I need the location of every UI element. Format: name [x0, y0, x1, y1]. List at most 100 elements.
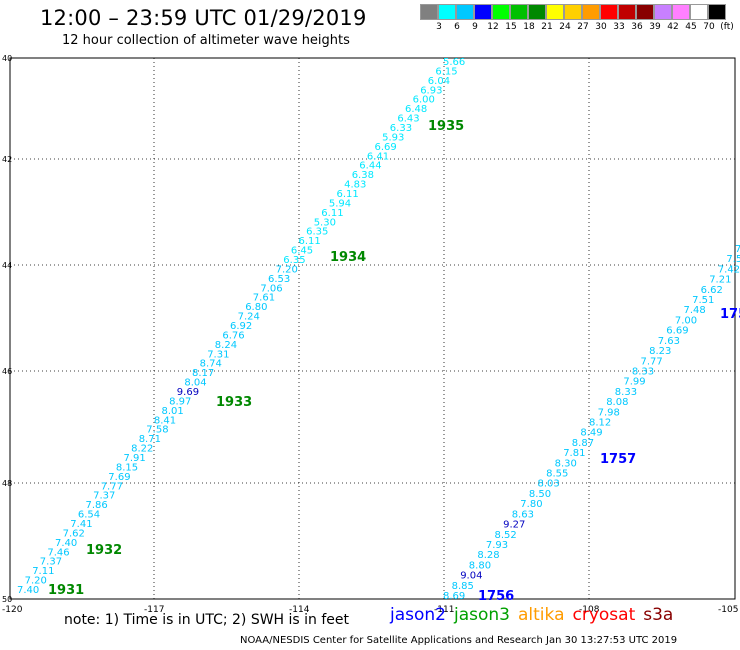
wave-height-value: 6.44 [359, 161, 381, 172]
wave-height-value: 7.06 [260, 283, 282, 294]
scale-swatch [456, 4, 474, 20]
wave-height-value: 8.49 [580, 428, 602, 439]
wave-height-value: 8.55 [546, 469, 568, 480]
wave-height-value: 7.51 [692, 295, 714, 306]
longitude-labels: -120 -117 -114 -111 -108 -105 [2, 605, 738, 615]
map-subtitle: 12 hour collection of altimeter wave hei… [62, 33, 350, 48]
pass-time-labels: 1931 1932 1933 1934 1935 1756 1757 175 [48, 119, 740, 604]
scale-label: 45 [685, 22, 697, 32]
pass-time-label: 175 [720, 307, 740, 322]
wave-height-value: 7.48 [684, 305, 706, 316]
east-track: 8.698.859.048.808.287.938.529.278.637.80… [443, 244, 740, 602]
wave-height-value: 7.57 [726, 254, 740, 265]
wave-height-value: 6.92 [230, 321, 252, 332]
longitude-label: -117 [144, 605, 164, 615]
wave-height-value: 6.41 [367, 151, 389, 162]
wave-height-value: 7.58 [146, 425, 168, 436]
scale-swatch [510, 4, 528, 20]
wave-height-value: 7.98 [598, 407, 620, 418]
scale-swatch [672, 4, 690, 20]
wave-height-value: 6.76 [222, 330, 244, 341]
wave-height-value: 7.37 [93, 491, 115, 502]
scale-label: 15 [505, 22, 517, 32]
legend-altika: altika [518, 605, 565, 625]
legend-s3a: s3a [643, 605, 674, 625]
wave-height-value: 8.71 [139, 434, 161, 445]
map-frame [9, 57, 736, 600]
scale-units: (ft) [720, 22, 734, 32]
wave-height-value: 5.66 [443, 57, 465, 68]
wave-height-value: 7.91 [124, 453, 146, 464]
scale-label: 27 [577, 22, 589, 32]
wave-height-value: 8.12 [589, 418, 611, 429]
wave-height-value: 8.33 [632, 367, 654, 378]
pass-time-label: 1757 [600, 452, 636, 467]
wave-height-value: 7.77 [641, 356, 663, 367]
wave-height-value: 7.81 [563, 448, 585, 459]
map-title: 12:00 – 23:59 UTC 01/29/2019 [40, 6, 367, 30]
scale-swatch [708, 4, 726, 20]
wave-height-value: 8.50 [529, 489, 551, 500]
pass-time-label: 1931 [48, 583, 84, 598]
longitude-label: -120 [2, 605, 23, 615]
pass-time-label: 1933 [216, 395, 252, 410]
scale-swatch [420, 4, 438, 20]
wave-height-value: 7.41 [70, 519, 92, 530]
wave-height-value: 7.20 [25, 576, 47, 587]
wave-height-value: 7.99 [623, 377, 645, 388]
wave-height-value: 7.80 [520, 499, 542, 510]
wave-height-value: 6.62 [701, 285, 723, 296]
satellite-legend: jason2 jason3 altika cryosat s3a [390, 605, 681, 625]
scale-swatch [528, 4, 546, 20]
legend-cryosat: cryosat [572, 605, 636, 625]
scale-swatch [546, 4, 564, 20]
scale-label: 9 [472, 22, 478, 32]
scale-label: 70 [703, 22, 715, 32]
wave-height-value: 4.83 [344, 180, 366, 191]
wave-height-value: 8.80 [469, 560, 491, 571]
latitude-label: 50 [2, 595, 12, 604]
scale-swatch [636, 4, 654, 20]
wave-height-value: 7.63 [658, 336, 680, 347]
west-track: 7.407.207.117.377.467.407.627.416.547.86… [17, 57, 465, 596]
wave-height-value: 7.11 [32, 566, 54, 577]
wave-height-value: 8.15 [116, 462, 138, 473]
wave-height-value: 6.35 [306, 227, 328, 238]
pass-time-label: 1935 [428, 119, 464, 134]
pass-time-label: 1756 [478, 589, 514, 604]
scale-swatch [492, 4, 510, 20]
scale-swatch [474, 4, 492, 20]
wave-height-value: 9.69 [177, 387, 199, 398]
wave-height-value: 7.46 [47, 547, 69, 558]
scale-swatch [690, 4, 708, 20]
wave-height-value: 6.69 [666, 326, 688, 337]
wave-height-value: 6.45 [291, 246, 313, 257]
wave-height-value: 7.00 [675, 315, 697, 326]
scale-swatch [618, 4, 636, 20]
wave-height-value: 7.21 [709, 275, 731, 286]
wave-height-value: 6.15 [435, 66, 457, 77]
units-note: note: 1) Time is in UTC; 2) SWH is in fe… [64, 612, 350, 628]
wave-height-value: 9.27 [503, 520, 525, 531]
wave-height-value: 8.97 [169, 396, 191, 407]
scale-label: 12 [487, 22, 499, 32]
wave-height-value: 6.38 [352, 170, 374, 181]
wave-height-value: 7.42 [718, 264, 740, 275]
wave-height-value: 8.74 [200, 359, 222, 370]
map-grid [9, 57, 736, 600]
latitude-label: 42 [2, 155, 12, 164]
wave-height-value: 7.31 [207, 349, 229, 360]
wave-height-value: 6.04 [428, 76, 450, 87]
scale-label: 18 [523, 22, 535, 32]
scale-label: 42 [667, 22, 679, 32]
wave-height-value: 6.93 [420, 85, 442, 96]
pass-time-label: 1934 [330, 250, 366, 265]
wave-height-value: 6.80 [245, 302, 267, 313]
wave-height-value: 8.04 [184, 378, 206, 389]
wave-height-value: 8.08 [606, 397, 628, 408]
wave-height-value: 8.22 [131, 444, 153, 455]
legend-jason3: jason3 [454, 605, 510, 625]
wave-height-value: 8.87 [572, 438, 594, 449]
wave-height-value: 9.04 [460, 571, 482, 582]
